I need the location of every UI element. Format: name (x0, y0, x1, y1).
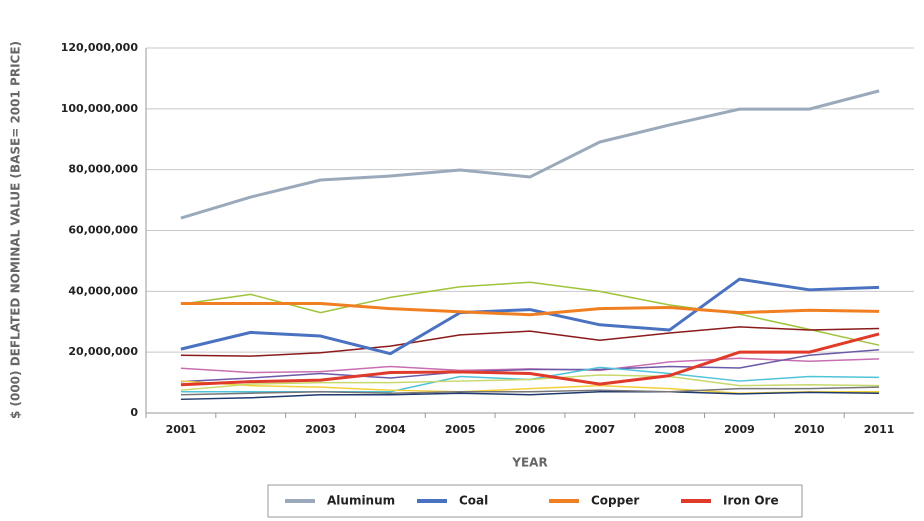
x-tick-label: 2010 (794, 423, 825, 436)
x-axis-title: YEAR (511, 456, 547, 470)
x-tick-label: 2009 (724, 423, 755, 436)
y-tick-label: 40,000,000 (68, 284, 138, 297)
legend-label: Aluminum (327, 494, 395, 508)
series-line (180, 374, 880, 391)
series-line (180, 386, 880, 396)
series-line (180, 348, 880, 383)
y-tick-label: 120,000,000 (61, 41, 139, 54)
series-line (180, 277, 880, 356)
legend-box (267, 484, 803, 518)
y-tick-label: 80,000,000 (68, 163, 138, 176)
legend-label: Iron Ore (723, 494, 779, 508)
series-line (180, 302, 880, 317)
legend-label: Coal (459, 494, 488, 508)
x-tick-label: 2004 (375, 423, 406, 436)
y-tick-label: 100,000,000 (61, 102, 139, 115)
x-tick-label: 2007 (585, 423, 616, 436)
y-tick-label: 60,000,000 (68, 224, 138, 237)
series-line (180, 332, 880, 387)
series-line (180, 357, 880, 374)
y-tick-label: 0 (130, 406, 138, 419)
x-tick-label: 2002 (235, 423, 266, 436)
x-tick-label: 2003 (305, 423, 336, 436)
x-tick-label: 2005 (445, 423, 476, 436)
y-tick-label: 20,000,000 (68, 345, 138, 358)
x-tick-label: 2006 (515, 423, 546, 436)
series-line (180, 326, 880, 357)
series-line (180, 390, 880, 401)
x-tick-label: 2008 (654, 423, 685, 436)
series-line (180, 281, 880, 346)
y-axis-title: $ (000) DEFLATED NOMINAL VALUE (BASE= 20… (9, 41, 23, 419)
x-tick-label: 2011 (864, 423, 895, 436)
x-tick-label: 2001 (166, 423, 197, 436)
series-line (180, 89, 880, 220)
legend-label: Copper (591, 494, 639, 508)
